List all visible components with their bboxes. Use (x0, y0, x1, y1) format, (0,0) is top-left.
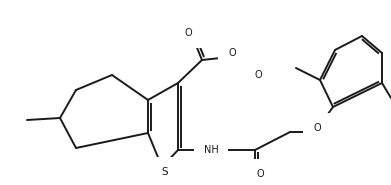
Text: O: O (254, 70, 262, 80)
Text: O: O (256, 169, 264, 179)
Text: O: O (313, 123, 321, 133)
Text: NH: NH (204, 145, 219, 155)
Text: S: S (162, 167, 168, 177)
Text: O: O (184, 28, 192, 38)
Text: O: O (228, 48, 236, 58)
